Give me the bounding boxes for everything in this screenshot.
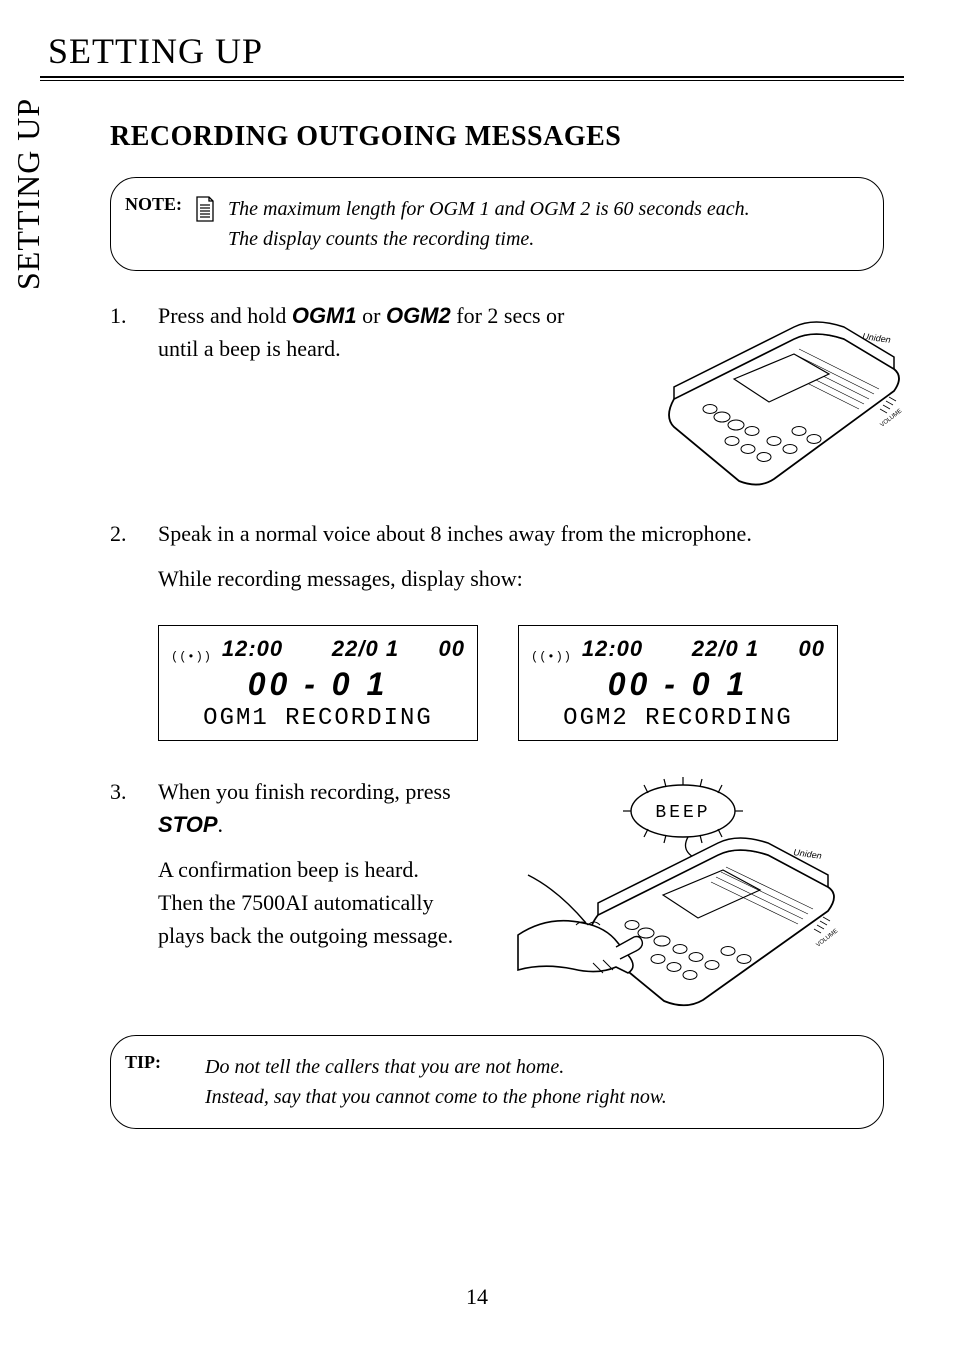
lcd-ogm2: ((•)) 12:00 22/0 1 00 00 - 0 1 OGM2 RECO… [518,625,838,741]
lcd-time: 12:00 [199,636,306,662]
lcd-elapsed: 00 - 0 1 [531,666,825,703]
tip-line2: Instead, say that you cannot come to the… [205,1086,667,1108]
speaker-icon: ((•)) [171,650,193,664]
lcd-status-1: OGM1 RECORDING [171,705,465,732]
lcd-ogm1: ((•)) 12:00 22/0 1 00 00 - 0 1 OGM1 RECO… [158,625,478,741]
step-2: Speak in a normal voice about 8 inches a… [110,517,884,595]
step3-text-b: . [218,812,224,837]
stop-key: STOP [158,812,218,837]
page-header-title: SETTING UP [48,30,904,72]
header-rule [40,76,904,81]
note-line2: The display counts the recording time. [228,228,534,250]
lcd-count: 00 [425,636,465,662]
note-callout: NOTE: The maximum length for OGM 1 and O… [110,177,884,271]
section-title: RECORDING OUTGOING MESSAGES [110,121,884,153]
step-1: Press and hold OGM1 or OGM2 for 2 secs o… [110,299,884,499]
note-line1: The maximum length for OGM 1 and OGM 2 i… [228,198,750,220]
svg-text:VOLUME: VOLUME [816,928,840,948]
lcd-count: 00 [785,636,825,662]
steps-list-cont: When you finish recording, press STOP. A… [110,775,884,1015]
lcd-time: 12:00 [559,636,666,662]
lcd-displays: ((•)) 12:00 22/0 1 00 00 - 0 1 OGM1 RECO… [158,625,884,741]
step-3: When you finish recording, press STOP. A… [110,775,884,1015]
page-number: 14 [0,1284,954,1310]
speaker-icon: ((•)) [531,650,553,664]
step3-text-c: A confirmation beep is heard. Then the 7… [158,853,458,952]
step2-text-b: While recording messages, display show: [158,562,884,595]
ogm2-key: OGM2 [386,303,451,328]
tip-text: Do not tell the callers that you are not… [189,1052,861,1112]
sidebar-section-label: SETTING UP [10,98,47,290]
tip-line1: Do not tell the callers that you are not… [205,1056,564,1078]
lcd-elapsed: 00 - 0 1 [171,666,465,703]
step2-text-a: Speak in a normal voice about 8 inches a… [158,517,884,550]
svg-text:VOLUME: VOLUME [880,408,904,428]
step1-text-a: Press and hold [158,303,292,328]
note-text: The maximum length for OGM 1 and OGM 2 i… [228,194,861,254]
step3-text-a: When you finish recording, press [158,779,451,804]
lcd-date: 22/0 1 [672,636,779,662]
lcd-status-2: OGM2 RECORDING [531,705,825,732]
steps-list: Press and hold OGM1 or OGM2 for 2 secs o… [110,299,884,595]
step1-text-b: or [357,303,386,328]
tip-label: TIP: [125,1052,177,1073]
device-illustration: Uniden VOLUME [624,299,914,499]
svg-text:BEEP: BEEP [655,803,710,823]
note-label: NOTE: [125,194,182,215]
note-document-icon [194,194,216,222]
tip-callout: TIP: Do not tell the callers that you ar… [110,1035,884,1129]
ogm1-key: OGM1 [292,303,357,328]
lcd-date: 22/0 1 [312,636,419,662]
device-beep-illustration: BEEP [488,775,868,1015]
